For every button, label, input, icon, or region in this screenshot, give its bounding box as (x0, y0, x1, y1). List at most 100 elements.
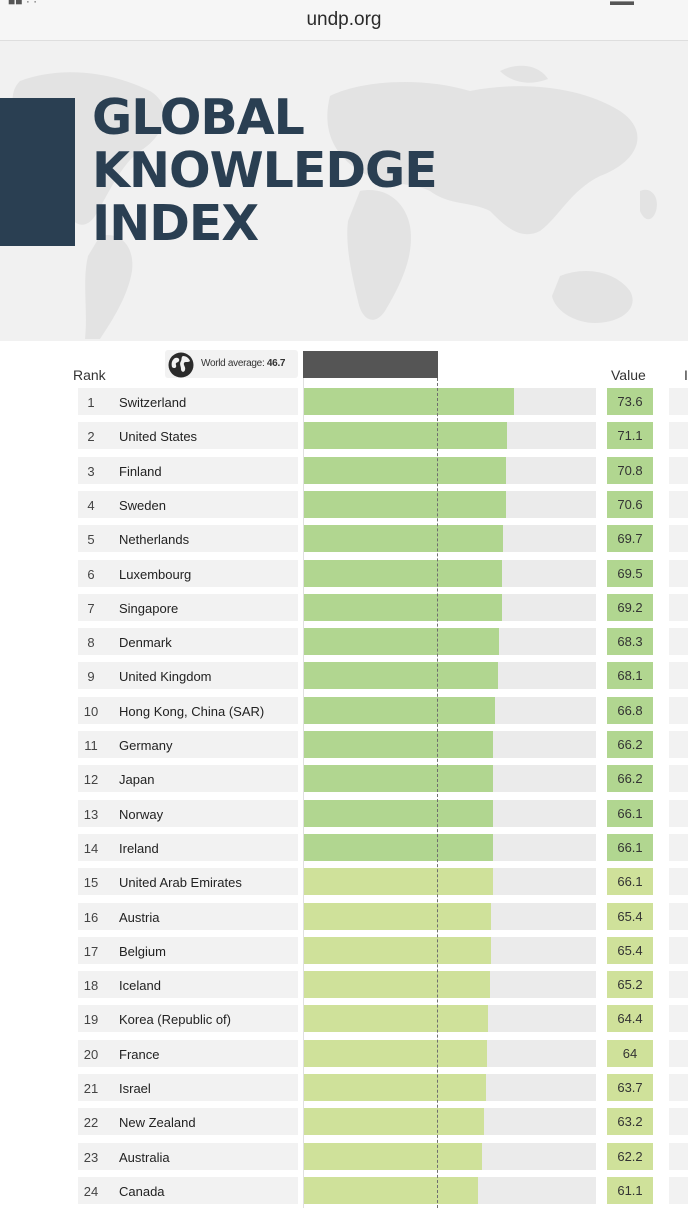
rank-cell: 11 (84, 738, 98, 753)
table-row: 9 United Kingdom 68.1 (0, 662, 688, 689)
row-label-background (78, 868, 298, 895)
value-cell: 63.2 (607, 1108, 653, 1135)
bar-fill (303, 937, 491, 964)
bar-fill (303, 594, 502, 621)
rank-cell: 10 (83, 704, 99, 719)
rank-cell: 16 (83, 910, 99, 925)
country-name: Ireland (119, 841, 159, 856)
bar-fill (303, 457, 507, 484)
row-label-background (78, 971, 298, 998)
bar-fill (303, 1074, 486, 1101)
row-label-background (78, 731, 298, 758)
row-label-background (78, 697, 298, 724)
value-cell: 65.4 (607, 937, 653, 964)
table-row: 7 Singapore 69.2 (0, 594, 688, 621)
world-average-band (303, 351, 438, 378)
browser-address-bar[interactable]: ■■ · · ▬▬ undp.org (0, 0, 688, 41)
rank-cell: 19 (83, 1012, 99, 1027)
value-cell: 66.8 (607, 697, 653, 724)
value-cell: 66.2 (607, 731, 653, 758)
rank-cell: 1 (87, 395, 95, 410)
bar-fill (303, 834, 493, 861)
rank-cell: 8 (87, 635, 95, 650)
country-name: Germany (119, 738, 173, 753)
rank-cell: 24 (83, 1184, 99, 1199)
title-line-2: KNOWLEDGE (92, 142, 438, 199)
country-name: Denmark (119, 635, 172, 650)
value-cell: 71.1 (607, 422, 653, 449)
country-name: Israel (119, 1081, 151, 1096)
country-name: Australia (119, 1150, 170, 1165)
bar-fill (303, 1108, 485, 1135)
value-cell: 70.6 (607, 491, 653, 518)
table-row: 22 New Zealand 63.2 (0, 1108, 688, 1135)
rank-cell: 18 (83, 978, 99, 993)
value-cell: 66.1 (607, 834, 653, 861)
table-row: 15 United Arab Emirates 66.1 (0, 868, 688, 895)
row-label-background (78, 457, 298, 484)
table-row: 14 Ireland 66.1 (0, 834, 688, 861)
bar-fill (303, 662, 499, 689)
country-name: Finland (119, 464, 162, 479)
next-column-cell (669, 971, 688, 998)
next-column-cell (669, 594, 688, 621)
rank-cell: 3 (87, 464, 95, 479)
table-row: 4 Sweden 70.6 (0, 491, 688, 518)
country-name: United States (119, 429, 198, 444)
value-cell: 69.7 (607, 525, 653, 552)
bar-fill (303, 731, 493, 758)
next-column-cell (669, 937, 688, 964)
bar-fill (303, 1005, 488, 1032)
country-name: Hong Kong, China (SAR) (119, 704, 265, 719)
next-column-cell (669, 662, 688, 689)
status-bar-fragment-left: ■■ · · (8, 0, 38, 8)
next-column-cell (669, 1108, 688, 1135)
row-label-background (78, 903, 298, 930)
next-column-cell (669, 868, 688, 895)
next-column-cell (669, 457, 688, 484)
next-column-cell (669, 422, 688, 449)
table-row: 1 Switzerland 73.6 (0, 388, 688, 415)
ranking-table: Rank World average: 46.7 Value I 1 Switze… (0, 341, 688, 1208)
country-name: Iceland (119, 978, 161, 993)
bar-fill (303, 800, 493, 827)
rank-cell: 23 (83, 1150, 99, 1165)
country-name: United Kingdom (119, 669, 212, 684)
next-column-cell (669, 491, 688, 518)
next-column-cell (669, 525, 688, 552)
country-name: Netherlands (119, 532, 190, 547)
table-row: 11 Germany 66.2 (0, 731, 688, 758)
next-column-cell (669, 388, 688, 415)
country-name: Japan (119, 772, 155, 787)
value-cell: 64 (607, 1040, 653, 1067)
world-average-text: World average: (201, 358, 265, 369)
world-average-label: World average: 46.7 (165, 350, 298, 378)
rank-cell: 6 (87, 567, 95, 582)
bar-fill (303, 765, 493, 792)
value-cell: 65.4 (607, 903, 653, 930)
rank-cell: 4 (87, 498, 95, 513)
table-row: 21 Israel 63.7 (0, 1074, 688, 1101)
bar-fill (303, 1143, 482, 1170)
browser-url[interactable]: undp.org (306, 9, 382, 30)
row-label-background (78, 662, 298, 689)
row-label-background (78, 491, 298, 518)
row-label-background (78, 388, 298, 415)
row-label-background (78, 937, 298, 964)
value-cell: 66.1 (607, 868, 653, 895)
country-name: Sweden (119, 498, 166, 513)
bar-fill (303, 491, 506, 518)
rank-cell: 9 (87, 669, 95, 684)
table-row: 10 Hong Kong, China (SAR) 66.8 (0, 697, 688, 724)
globe-icon (168, 352, 194, 378)
title-line-1: GLOBAL (92, 89, 305, 146)
next-column-cell (669, 1074, 688, 1101)
next-column-cell (669, 1040, 688, 1067)
bar-fill (303, 422, 507, 449)
status-bar-fragment-right: ▬▬ (610, 0, 634, 8)
rank-cell: 13 (83, 807, 99, 822)
bar-fill (303, 388, 515, 415)
next-column-cell (669, 731, 688, 758)
row-label-background (78, 422, 298, 449)
value-cell: 68.3 (607, 628, 653, 655)
